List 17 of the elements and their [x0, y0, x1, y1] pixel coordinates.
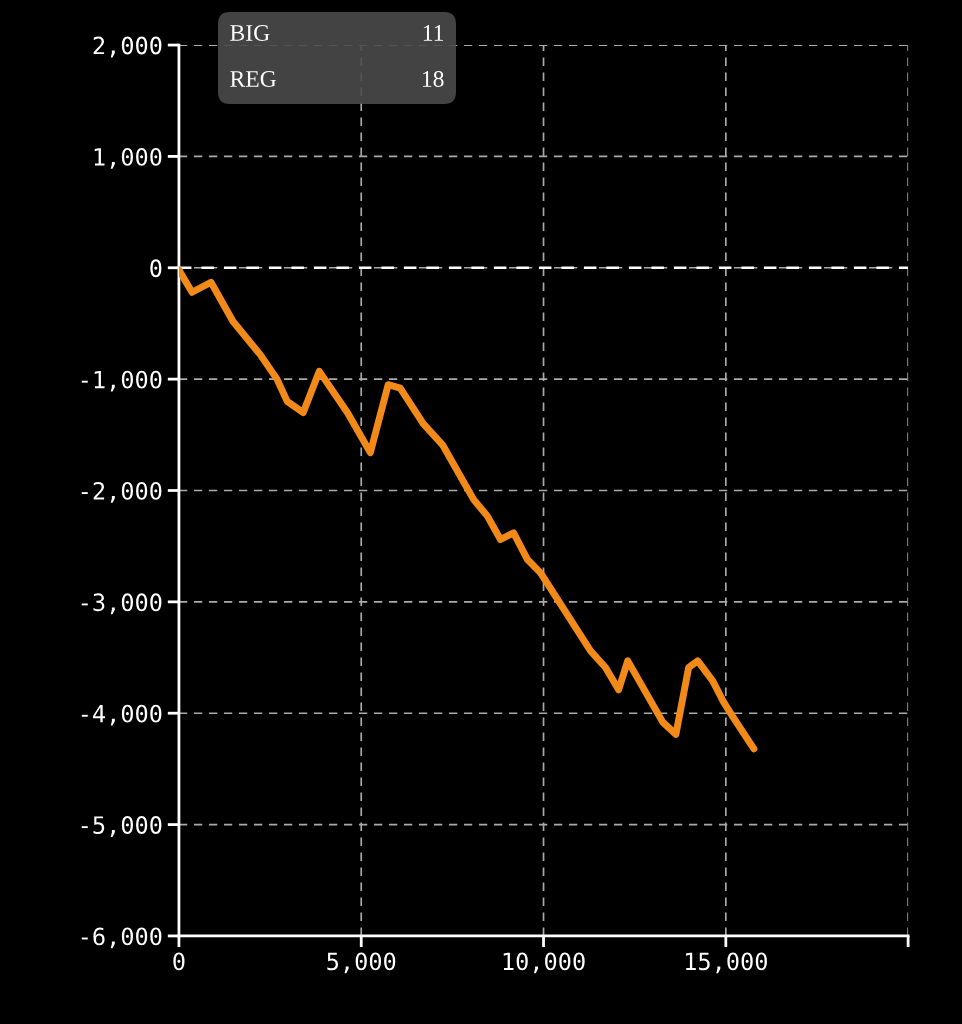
y-tick-label: 2,000: [93, 36, 162, 58]
y-tick-label: -4,000: [81, 704, 162, 726]
y-tick-label: -5,000: [81, 816, 162, 837]
x-tick-label: 15,000: [686, 952, 767, 974]
annotation: REG: [230, 71, 277, 87]
y-tick-label: -6,000: [81, 927, 162, 949]
x-tick-label: 10,000: [503, 952, 585, 974]
y-tick-label: 1,000: [94, 147, 162, 169]
x-tick-label: 5,000: [327, 952, 396, 974]
y-tick-label: 0: [150, 259, 162, 278]
y-tick-label: -1,000: [81, 370, 162, 392]
y-tick-label: -2,000: [81, 482, 162, 503]
y-tick-label: -3,000: [81, 593, 162, 615]
text: 11: [423, 25, 444, 41]
annotation: 18: [422, 70, 444, 87]
x-tick-label: 0: [173, 952, 185, 971]
text: BIG: [230, 25, 270, 41]
